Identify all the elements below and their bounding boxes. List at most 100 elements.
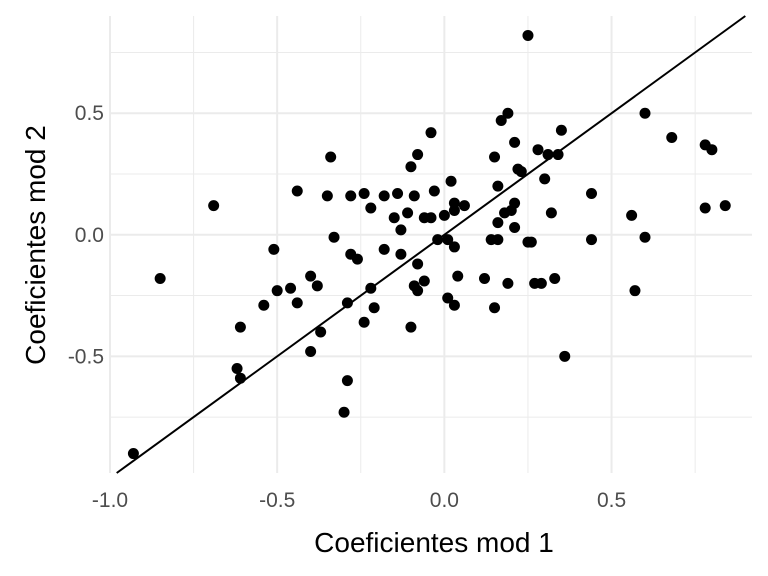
data-point [535,277,547,289]
data-point [495,115,507,127]
data-point [445,175,457,187]
data-point [525,236,537,248]
data-point [291,185,303,197]
data-point [305,345,317,357]
data-point [545,207,557,219]
data-point [328,231,340,243]
data-point [515,166,527,178]
data-point [428,185,440,197]
data-point [509,221,521,233]
data-point [412,258,424,270]
data-point [719,200,731,212]
data-point [492,180,504,192]
data-point [271,285,283,297]
data-point [559,350,571,362]
data-point [402,207,414,219]
data-point [448,299,460,311]
data-point [378,243,390,255]
data-point [412,149,424,161]
data-point [392,187,404,199]
data-point [699,202,711,214]
x-tick-label: 0.0 [430,489,459,512]
data-point [639,107,651,119]
x-axis-tick-labels: -1.0 -0.5 0.0 0.5 [92,489,626,512]
data-point [341,297,353,309]
data-point [522,29,534,41]
data-point [412,285,424,297]
data-point [629,285,641,297]
data-point [555,124,567,136]
data-point [234,321,246,333]
x-tick-label: -1.0 [92,489,128,512]
data-point [127,448,139,460]
data-point [448,204,460,216]
data-point [405,161,417,173]
data-point [378,190,390,202]
data-point [388,212,400,224]
data-point [345,190,357,202]
data-point [338,406,350,418]
data-point [395,248,407,260]
data-point [542,149,554,161]
data-point [502,107,514,119]
data-point [285,282,297,294]
y-tick-label: -0.5 [68,345,104,368]
data-point [666,132,678,144]
data-point [489,151,501,163]
data-point [311,280,323,292]
data-point [492,217,504,229]
data-point [489,302,501,314]
data-point [532,144,544,156]
x-tick-label: 0.5 [597,489,626,512]
data-point [452,270,464,282]
data-point [358,187,370,199]
data-point [234,372,246,384]
x-axis-title: Coeficientes mod 1 [314,527,554,558]
data-point [509,197,521,209]
data-point [321,190,333,202]
data-point [458,200,470,212]
data-point [231,362,243,374]
data-point [368,302,380,314]
minor-gridlines [110,16,752,473]
reference-line-group [116,15,746,474]
data-point [418,275,430,287]
data-point [432,234,444,246]
data-point [258,299,270,311]
y-axis-tick-labels: -0.5 0.0 0.5 [68,102,104,368]
data-point [552,149,564,161]
data-point [706,144,718,156]
data-point [438,209,450,221]
data-point [291,297,303,309]
data-point [448,241,460,253]
data-point [305,270,317,282]
data-point [315,326,327,338]
data-point [268,243,280,255]
data-point [425,212,437,224]
y-tick-label: 0.5 [75,102,104,125]
data-point [492,234,504,246]
data-point [639,231,651,243]
data-point [395,224,407,236]
data-point [325,151,337,163]
data-point [358,316,370,328]
reference-line [116,15,746,474]
data-point [425,127,437,139]
data-point [351,253,363,265]
data-point [154,273,166,285]
data-point [442,234,454,246]
y-tick-label: 0.0 [75,224,104,247]
data-point [365,282,377,294]
data-point [405,321,417,333]
data-point [408,190,420,202]
y-axis-title: Coeficientes mod 2 [20,125,51,365]
data-point [208,200,220,212]
data-point [586,234,597,246]
data-point [341,375,353,387]
data-point [549,273,561,285]
data-point [509,136,521,148]
data-point [626,209,638,221]
data-point [479,273,490,285]
data-point [502,277,514,289]
